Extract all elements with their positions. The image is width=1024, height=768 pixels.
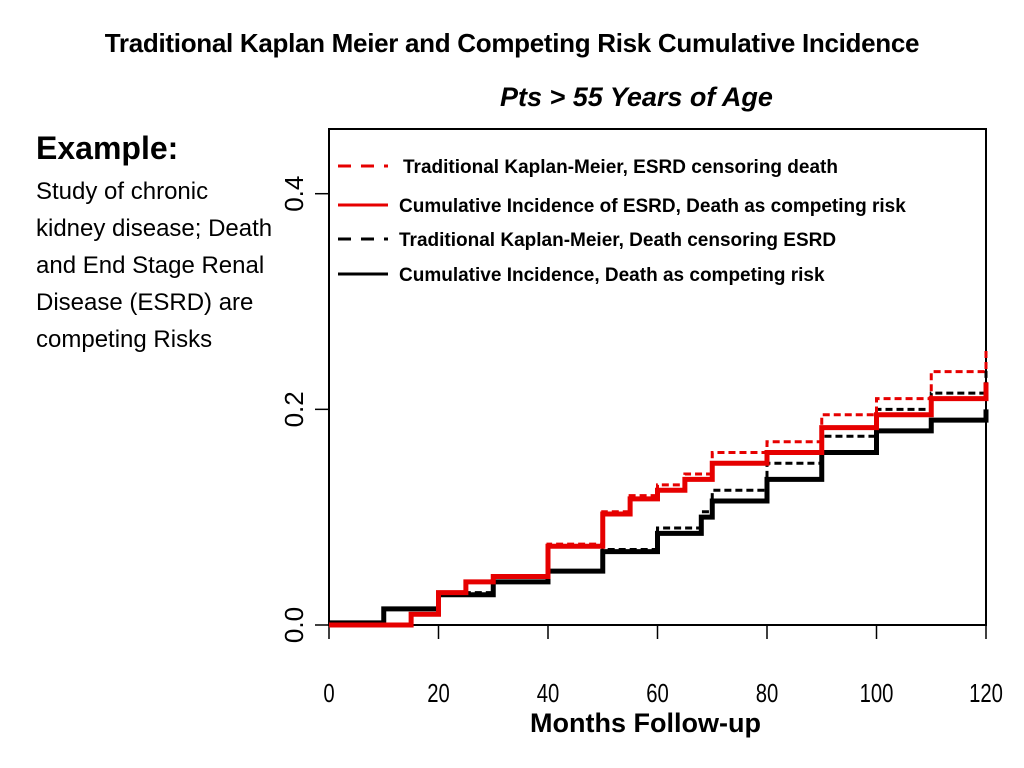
chart-title: Traditional Kaplan Meier and Competing R…	[104, 28, 920, 58]
x-tick-label: 20	[427, 679, 450, 708]
example-description: Study of chronic kidney disease; Death a…	[36, 178, 273, 353]
example-heading: Example:	[36, 130, 179, 166]
legend-label: Traditional Kaplan-Meier, ESRD censoring…	[403, 157, 838, 178]
legend-label: Cumulative Incidence of ESRD, Death as c…	[399, 196, 906, 217]
example-panel: Example: Study of chronic kidney disease…	[36, 130, 276, 358]
x-tick-label: 80	[756, 679, 779, 708]
y-tick-label: 0.0	[279, 607, 309, 643]
x-tick-label: 120	[969, 679, 1003, 708]
y-tick-label: 0.2	[279, 391, 309, 427]
series-lines	[329, 350, 989, 628]
legend-label: Cumulative Incidence, Death as competing…	[399, 265, 825, 286]
y-tick-label: 0.4	[279, 176, 309, 212]
x-tick-label: 60	[646, 679, 669, 708]
series-line-1	[329, 350, 988, 627]
legend-label: Traditional Kaplan-Meier, Death censorin…	[399, 230, 836, 251]
series-line-4	[329, 409, 989, 626]
x-tick-label: 100	[860, 679, 894, 708]
axes: 0 20 40 60 80 100 120 0.0 0.2 0.4	[279, 176, 1003, 708]
x-tick-label: 40	[537, 679, 560, 708]
chart-subtitle: Pts > 55 Years of Age	[500, 82, 773, 112]
series-line-2	[329, 382, 989, 628]
legend: Traditional Kaplan-Meier, ESRD censoring…	[338, 157, 906, 286]
x-tick-label: 0	[323, 679, 334, 708]
x-axis-label: Months Follow-up	[530, 708, 761, 738]
